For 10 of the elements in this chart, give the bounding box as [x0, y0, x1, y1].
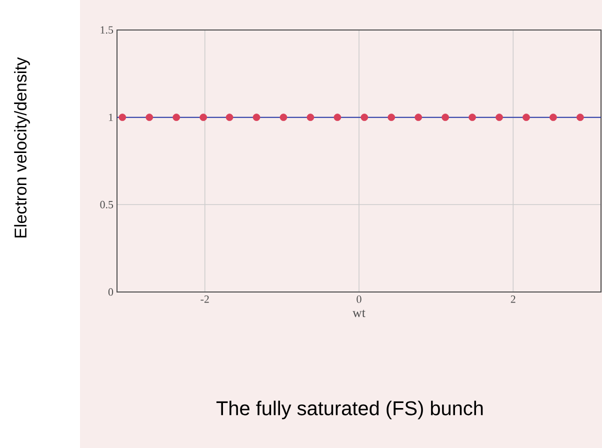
y-tick-label: 0 [108, 288, 114, 296]
y-axis-title: Electron velocity/density [14, 57, 30, 238]
y-tick-label: 0.5 [100, 200, 114, 208]
y-tick-label: 1.5 [100, 26, 114, 34]
x-tick-label: -2 [200, 296, 209, 303]
y-tick-label: 1 [108, 114, 113, 121]
x-tick-label: 2 [510, 296, 516, 303]
x-tick-label: 0 [356, 296, 362, 303]
x-axis-title: wt [352, 310, 366, 318]
text: The fully saturated (FS) bunch [216, 400, 483, 420]
